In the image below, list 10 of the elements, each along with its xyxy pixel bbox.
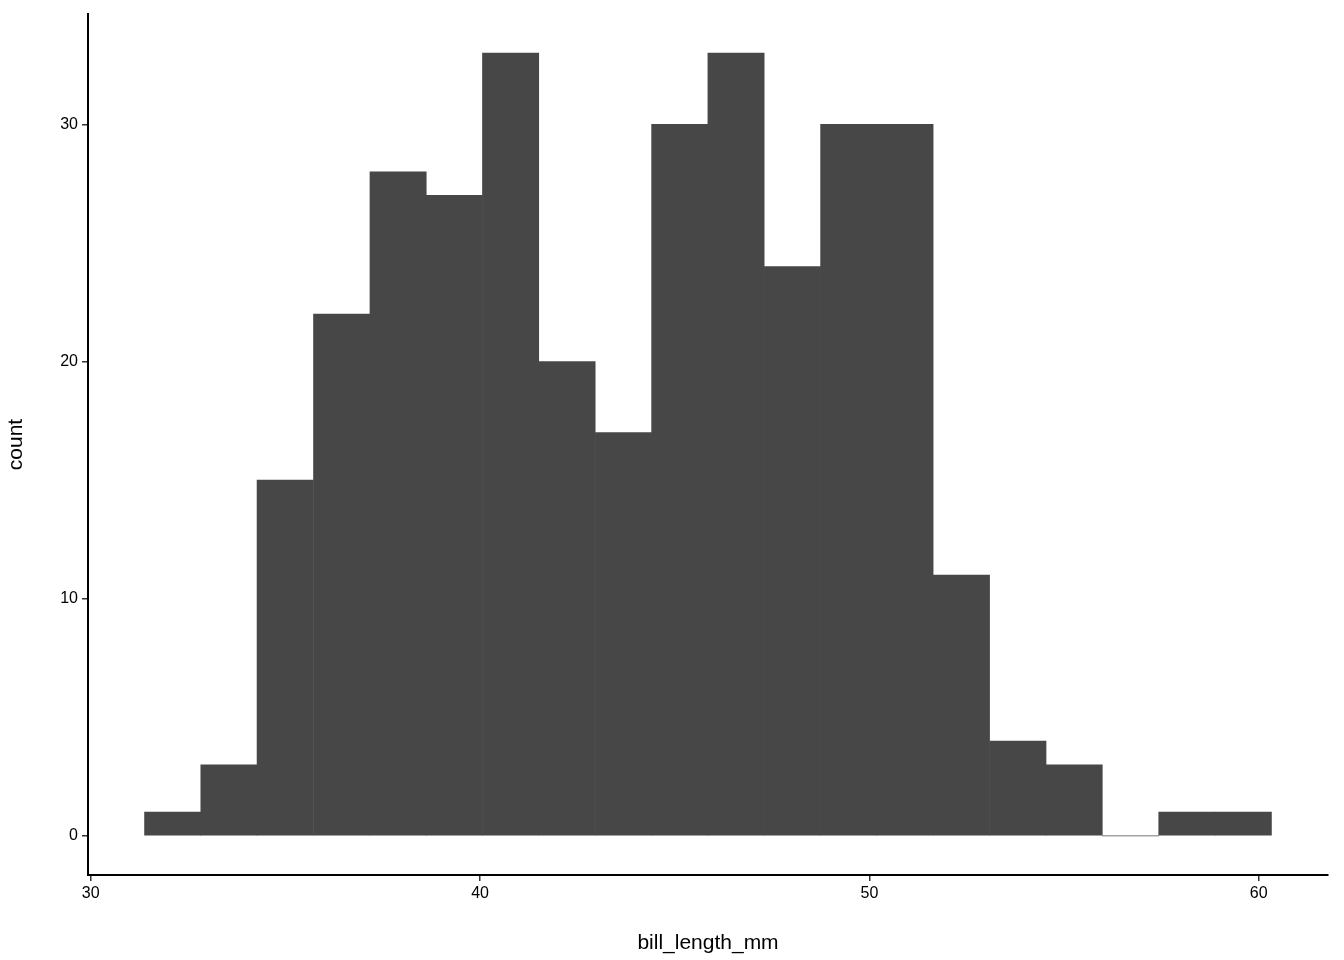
y-tick-label: 10 — [60, 589, 79, 607]
y-tick-label: 20 — [60, 351, 79, 369]
x-tick-label: 30 — [81, 884, 100, 902]
x-tick-label: 40 — [471, 884, 490, 902]
x-tick-label: 60 — [1249, 884, 1268, 902]
x-tick-label: 50 — [860, 884, 879, 902]
x-axis-title: bill_length_mm — [637, 930, 779, 955]
y-axis-title: count — [3, 418, 27, 471]
y-tick-label: 30 — [60, 114, 79, 132]
y-tick-label: 0 — [69, 826, 79, 844]
